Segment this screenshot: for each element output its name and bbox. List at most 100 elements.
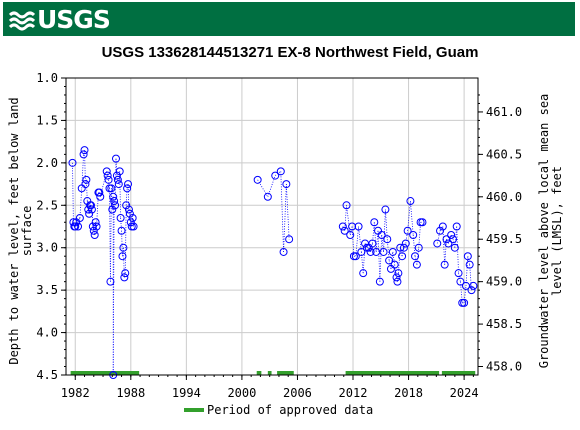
data-point-52 bbox=[126, 218, 135, 227]
approved-period-3 bbox=[277, 371, 294, 375]
x-tick-label-7: 2024 bbox=[450, 386, 479, 400]
data-point-78 bbox=[368, 239, 377, 248]
connector-line bbox=[96, 192, 99, 227]
connector-line bbox=[414, 256, 418, 265]
connector-line bbox=[125, 188, 128, 206]
data-point-26 bbox=[102, 167, 111, 176]
connector-line bbox=[467, 256, 471, 265]
y-right-tick-label-3: 459.5 bbox=[486, 232, 522, 246]
data-point-121 bbox=[463, 252, 472, 261]
connector-line bbox=[405, 230, 409, 244]
connector-line bbox=[358, 226, 362, 253]
data-points bbox=[68, 146, 478, 379]
data-point-62 bbox=[282, 180, 291, 189]
data-point-100 bbox=[409, 230, 418, 239]
data-point-48 bbox=[123, 184, 132, 193]
data-point-106 bbox=[433, 239, 442, 248]
x-tick-label-5: 2012 bbox=[339, 386, 368, 400]
data-point-90 bbox=[390, 260, 399, 269]
data-point-14 bbox=[85, 209, 94, 218]
data-point-39 bbox=[114, 180, 123, 189]
data-point-63 bbox=[285, 235, 294, 244]
connector-line bbox=[469, 264, 472, 291]
data-point-38 bbox=[113, 175, 122, 184]
usgs-banner: USGS bbox=[3, 2, 575, 36]
data-point-119 bbox=[460, 298, 469, 307]
data-point-77 bbox=[366, 247, 375, 256]
data-point-102 bbox=[412, 260, 421, 269]
data-point-114 bbox=[450, 243, 459, 252]
connector-line bbox=[108, 179, 110, 189]
y-left-tick-label-3: 2.5 bbox=[36, 198, 58, 212]
x-tick-label-2: 1994 bbox=[172, 386, 201, 400]
data-point-83 bbox=[377, 230, 386, 239]
y-left-tick-label-1: 1.5 bbox=[36, 113, 58, 127]
y-left-tick-label-6: 4.0 bbox=[36, 326, 58, 340]
data-point-8 bbox=[79, 150, 88, 159]
connector-line bbox=[111, 196, 114, 210]
connector-line bbox=[120, 217, 122, 231]
data-point-109 bbox=[440, 260, 449, 269]
approved-periods bbox=[70, 371, 476, 375]
connector-line bbox=[124, 205, 127, 274]
connector-line bbox=[344, 205, 347, 231]
data-point-73 bbox=[359, 269, 368, 278]
data-point-116 bbox=[454, 269, 463, 278]
data-point-11 bbox=[82, 175, 91, 184]
data-point-19 bbox=[89, 226, 98, 235]
y-left-tick-label-4: 3.0 bbox=[36, 241, 58, 255]
data-point-111 bbox=[444, 239, 453, 248]
data-point-124 bbox=[469, 281, 478, 290]
data-point-37 bbox=[112, 171, 121, 180]
connector-line bbox=[436, 230, 441, 244]
data-point-82 bbox=[375, 277, 384, 286]
data-point-20 bbox=[90, 230, 99, 239]
data-point-99 bbox=[406, 197, 415, 206]
connector-line bbox=[394, 264, 397, 278]
data-point-72 bbox=[357, 247, 366, 256]
data-point-97 bbox=[401, 239, 410, 248]
connector-line bbox=[119, 171, 122, 219]
data-point-18 bbox=[88, 222, 97, 231]
approved-period-5 bbox=[441, 371, 476, 375]
connector-line bbox=[99, 171, 108, 197]
usgs-logo[interactable]: USGS bbox=[9, 6, 111, 34]
data-point-41 bbox=[116, 214, 125, 223]
data-point-21 bbox=[91, 218, 100, 227]
data-point-94 bbox=[396, 243, 405, 252]
connector-line bbox=[452, 239, 456, 248]
connector-line bbox=[410, 201, 414, 236]
data-point-40 bbox=[115, 167, 124, 176]
connector-line bbox=[109, 188, 111, 282]
data-point-31 bbox=[107, 184, 116, 193]
data-point-30 bbox=[106, 277, 115, 286]
plot-frame bbox=[65, 77, 479, 376]
legend-swatch-approved bbox=[184, 408, 204, 412]
data-point-22 bbox=[92, 222, 101, 231]
connector-line bbox=[115, 158, 118, 176]
connector-line bbox=[383, 209, 386, 252]
data-point-0 bbox=[68, 158, 77, 167]
x-tick-label-6: 2018 bbox=[394, 386, 423, 400]
connector-line bbox=[439, 226, 444, 231]
connector-line bbox=[418, 222, 421, 248]
x-tick-label-4: 2006 bbox=[283, 386, 312, 400]
axis-ticks: 1982 1988 1994 2000 2006 2012 2018 2024 1.0 1.5 2.… bbox=[36, 71, 522, 400]
connector-line bbox=[84, 150, 86, 185]
data-point-43 bbox=[118, 252, 127, 261]
data-point-60 bbox=[276, 167, 285, 176]
data-point-101 bbox=[411, 252, 420, 261]
connector-line bbox=[392, 251, 396, 265]
data-point-46 bbox=[121, 269, 130, 278]
connector-line bbox=[283, 184, 287, 252]
data-point-34 bbox=[110, 197, 119, 206]
data-point-57 bbox=[253, 175, 262, 184]
data-point-45 bbox=[120, 273, 129, 282]
y-right-tick-label-2: 460.0 bbox=[486, 190, 522, 204]
data-point-85 bbox=[381, 205, 390, 214]
data-point-95 bbox=[398, 252, 407, 261]
data-point-33 bbox=[109, 192, 118, 201]
data-point-79 bbox=[370, 218, 379, 227]
y-right-tick-label-4: 459.0 bbox=[486, 275, 522, 289]
data-point-9 bbox=[80, 146, 89, 155]
